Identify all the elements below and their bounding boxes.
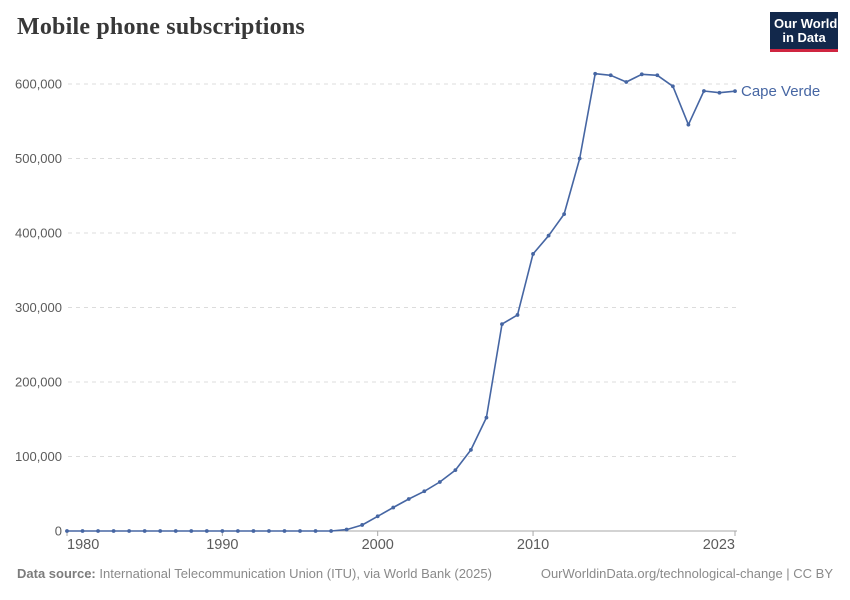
- data-point[interactable]: [593, 71, 598, 76]
- y-tick-label: 100,000: [15, 449, 62, 464]
- data-point[interactable]: [562, 212, 567, 217]
- chart-footer: Data source: International Telecommunica…: [17, 566, 833, 581]
- x-tick-label: 2000: [362, 537, 394, 553]
- data-point[interactable]: [453, 468, 458, 473]
- data-point[interactable]: [406, 497, 411, 501]
- data-point[interactable]: [608, 73, 613, 78]
- data-point[interactable]: [251, 529, 256, 533]
- data-point[interactable]: [639, 72, 644, 77]
- y-tick-label: 600,000: [15, 77, 62, 92]
- owid-logo-text-line2: in Data: [782, 30, 826, 45]
- data-point[interactable]: [422, 489, 427, 494]
- data-point[interactable]: [670, 84, 675, 89]
- data-point[interactable]: [344, 527, 349, 532]
- data-point[interactable]: [298, 529, 302, 533]
- y-tick-label: 0: [55, 524, 62, 539]
- x-tick-label: 1990: [206, 537, 238, 553]
- data-source-note: Data source: International Telecommunica…: [17, 566, 492, 581]
- data-point[interactable]: [484, 415, 489, 420]
- data-point[interactable]: [702, 89, 706, 93]
- data-point[interactable]: [577, 156, 582, 161]
- data-point[interactable]: [173, 529, 178, 533]
- data-point[interactable]: [500, 322, 504, 327]
- data-point[interactable]: [282, 529, 287, 533]
- owid-url-license-link[interactable]: OurWorldinData.org/technological-change …: [540, 566, 833, 581]
- data-point[interactable]: [437, 480, 442, 484]
- data-point[interactable]: [127, 529, 132, 533]
- y-tick-label: 200,000: [15, 375, 62, 390]
- data-point[interactable]: [204, 529, 209, 533]
- data-point[interactable]: [360, 523, 365, 527]
- data-point[interactable]: [531, 252, 535, 256]
- y-tick-label: 300,000: [15, 300, 62, 315]
- data-point[interactable]: [546, 233, 551, 238]
- data-point[interactable]: [515, 313, 520, 317]
- y-tick-label: 400,000: [15, 226, 62, 241]
- y-tick-label: 500,000: [15, 151, 62, 166]
- owid-logo-text-line1: Our World: [774, 16, 838, 31]
- data-point[interactable]: [733, 89, 737, 94]
- data-point[interactable]: [655, 73, 660, 78]
- data-point[interactable]: [267, 529, 271, 533]
- data-point[interactable]: [235, 529, 240, 533]
- data-point[interactable]: [391, 505, 396, 510]
- data-point[interactable]: [220, 529, 225, 533]
- data-point[interactable]: [375, 514, 380, 519]
- x-tick-label: 1980: [67, 537, 99, 553]
- data-point[interactable]: [469, 448, 473, 452]
- x-tick-label: 2023: [703, 537, 735, 553]
- x-tick-label: 2010: [517, 537, 549, 553]
- page-title: Mobile phone subscriptions: [17, 14, 305, 40]
- data-point[interactable]: [65, 529, 69, 533]
- data-point[interactable]: [624, 80, 629, 84]
- owid-logo[interactable]: Our World in Data: [770, 12, 838, 52]
- data-point[interactable]: [189, 529, 194, 533]
- data-point[interactable]: [329, 529, 333, 533]
- data-point[interactable]: [96, 529, 100, 533]
- data-point[interactable]: [686, 122, 691, 127]
- data-point[interactable]: [313, 529, 318, 533]
- data-source-label: Data source:: [17, 566, 96, 581]
- data-source-text: International Telecommunication Union (I…: [95, 566, 492, 581]
- data-point[interactable]: [80, 529, 85, 533]
- series-label[interactable]: Cape Verde: [741, 83, 820, 100]
- data-point[interactable]: [158, 529, 163, 533]
- series-line-cape-verde[interactable]: [66, 72, 736, 532]
- data-point[interactable]: [717, 90, 722, 95]
- data-point[interactable]: [142, 529, 147, 533]
- data-point[interactable]: [111, 529, 116, 533]
